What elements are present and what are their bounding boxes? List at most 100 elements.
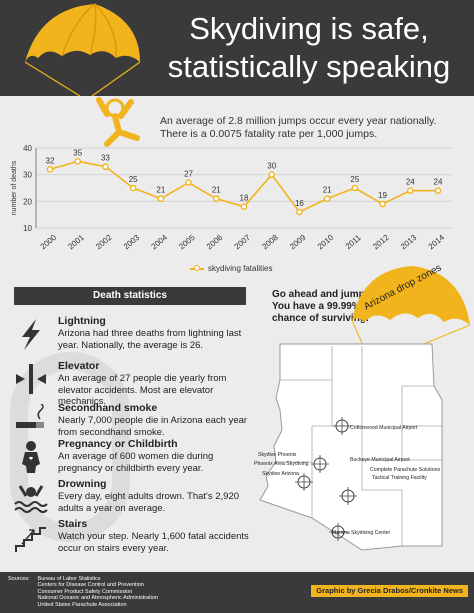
x-tick-label: 2004	[150, 233, 170, 252]
x-tick-label: 2007	[233, 233, 253, 252]
data-label: 24	[434, 178, 443, 187]
footer: Sources: Bureau of Labor Statistics Cent…	[0, 572, 474, 613]
drop-zone-label: Skydive Phoenix	[258, 452, 297, 458]
x-tick-label: 2010	[316, 233, 336, 252]
x-tick-label: 2009	[288, 233, 308, 252]
y-tick-label: 30	[23, 171, 32, 180]
data-point	[185, 179, 192, 186]
data-point	[102, 163, 109, 170]
sources-list: Bureau of Labor Statistics Centers for D…	[38, 576, 158, 608]
x-tick-label: 2014	[427, 233, 447, 252]
data-point	[323, 195, 331, 202]
x-tick-label: 2011	[344, 233, 363, 251]
skydiver-icon	[96, 97, 140, 147]
data-label: 30	[267, 162, 276, 171]
data-point	[296, 208, 303, 216]
stat-description: Nearly 7,000 people die in Arizona each …	[58, 415, 248, 438]
pregnancy-icon	[22, 441, 40, 473]
x-tick-label: 2001	[66, 233, 86, 252]
data-point	[268, 171, 276, 178]
source-item: Bureau of Labor Statistics	[37, 576, 101, 582]
drop-zone-label: Buckeye Municipal Airport	[350, 457, 410, 463]
canopy-icon	[352, 266, 470, 325]
x-tick-label: 2005	[177, 233, 197, 252]
stat-title: Lightning	[58, 315, 106, 327]
drop-zone-markers: Cottonwood Municipal Airport Buckeye Muni…	[254, 417, 440, 541]
x-tick-label: 2008	[260, 233, 280, 252]
data-point	[379, 200, 386, 208]
credit-badge: Graphic by Grecia Drabos/Cronkite News	[311, 585, 468, 598]
data-label: 21	[212, 186, 221, 195]
stat-elevator: Elevator An average of 27 people die yea…	[8, 360, 253, 407]
data-label: 24	[406, 178, 415, 187]
header-bar: Skydiving is safe, statistically speakin…	[0, 0, 474, 96]
state-outline	[259, 343, 443, 551]
stat-secondhand-smoke: Secondhand smoke Nearly 7,000 people die…	[8, 402, 253, 446]
chart-legend: skydiving fatalities	[190, 264, 272, 273]
drop-zone-label: Marana Skydiving Center	[332, 530, 391, 536]
fatalities-line-chart: 10 20 30 40 number of deaths 32 35 33 25 21 27 21 18…	[11, 144, 452, 252]
data-point	[212, 195, 220, 202]
data-label: 19	[378, 191, 387, 200]
data-label: 32	[46, 156, 55, 165]
stat-lightning: Lightning Arizona had three deaths from …	[8, 315, 253, 359]
drowning-icon	[14, 485, 48, 513]
page-title: Skydiving is safe, statistically speakin…	[167, 11, 451, 84]
source-item: United States Parachute Association	[37, 601, 127, 608]
x-tick-label: 2006	[205, 233, 225, 252]
stairs-icon	[15, 527, 46, 552]
data-point	[406, 187, 414, 194]
target-marker-icon	[329, 523, 347, 541]
data-label: 18	[240, 194, 249, 203]
stat-pregnancy: Pregnancy or Childbirth An average of 60…	[8, 438, 253, 482]
x-tick-label: 2013	[399, 233, 419, 252]
cigarette-icon	[16, 404, 44, 428]
data-point	[74, 158, 82, 165]
y-tick-label: 20	[23, 197, 32, 206]
data-label: 33	[101, 154, 110, 163]
stat-title: Drowning	[58, 478, 107, 490]
y-tick-label: 40	[23, 144, 32, 153]
stat-title: Pregnancy or Childbirth	[58, 438, 178, 450]
sources-label: Sources:	[8, 576, 30, 582]
x-tick-label: 2012	[371, 233, 391, 252]
stat-description: Every day, eight adults drown. That's 2,…	[58, 491, 240, 514]
legend-label: skydiving fatalities	[208, 264, 273, 273]
death-stats-header: Death statistics	[14, 287, 246, 305]
data-label: 16	[295, 199, 304, 208]
source-item: Consumer Product Safety Commission	[37, 588, 133, 595]
source-item: National Oceanic and Atmospheric Adminis…	[37, 595, 158, 602]
drop-zone-label: Skydive Arizona	[262, 471, 299, 477]
lightning-icon	[22, 319, 40, 350]
y-axis-label: number of deaths	[11, 160, 18, 215]
parachute-icon	[24, 3, 141, 96]
data-point	[157, 195, 165, 202]
data-label: 35	[73, 148, 82, 157]
cta-text: Go ahead and jump! You have a 99.99% cha…	[272, 289, 369, 324]
stat-description: Arizona had three deaths from lightning …	[58, 328, 242, 351]
source-item: Centers for Disease Control and Preventi…	[37, 582, 144, 589]
drop-zone-label: Tactical Training Facility	[372, 475, 427, 481]
drop-zone-label: Phoenix Area Skydiving	[254, 461, 309, 467]
drop-zone-label: Complete Parachute Solutions	[370, 467, 440, 473]
data-point	[240, 203, 248, 210]
target-marker-icon	[295, 473, 313, 491]
x-tick-label: 2003	[122, 233, 142, 252]
data-label: 21	[323, 186, 332, 195]
intro-text: An average of 2.8 million jumps occur ev…	[160, 115, 437, 140]
stat-title: Stairs	[58, 518, 88, 530]
arizona-map: Arizona drop zones Cottonwood Municipal …	[254, 262, 471, 551]
x-tick-label: 2000	[39, 233, 59, 252]
stat-description: Watch your step. Nearly 1,600 fatal acci…	[58, 531, 249, 554]
data-point	[46, 166, 54, 173]
target-marker-icon	[333, 417, 351, 435]
data-label: 21	[156, 186, 165, 195]
stat-description: An average of 27 people die yearly from …	[58, 373, 227, 407]
data-point	[351, 184, 359, 192]
stat-description: An average of 600 women die during pregn…	[58, 451, 214, 474]
legend-swatch	[190, 264, 204, 271]
data-label: 25	[129, 175, 138, 184]
stat-drowning: Drowning Every day, eight adults drown. …	[8, 478, 253, 522]
data-point	[434, 187, 442, 194]
data-label: 27	[184, 170, 193, 179]
